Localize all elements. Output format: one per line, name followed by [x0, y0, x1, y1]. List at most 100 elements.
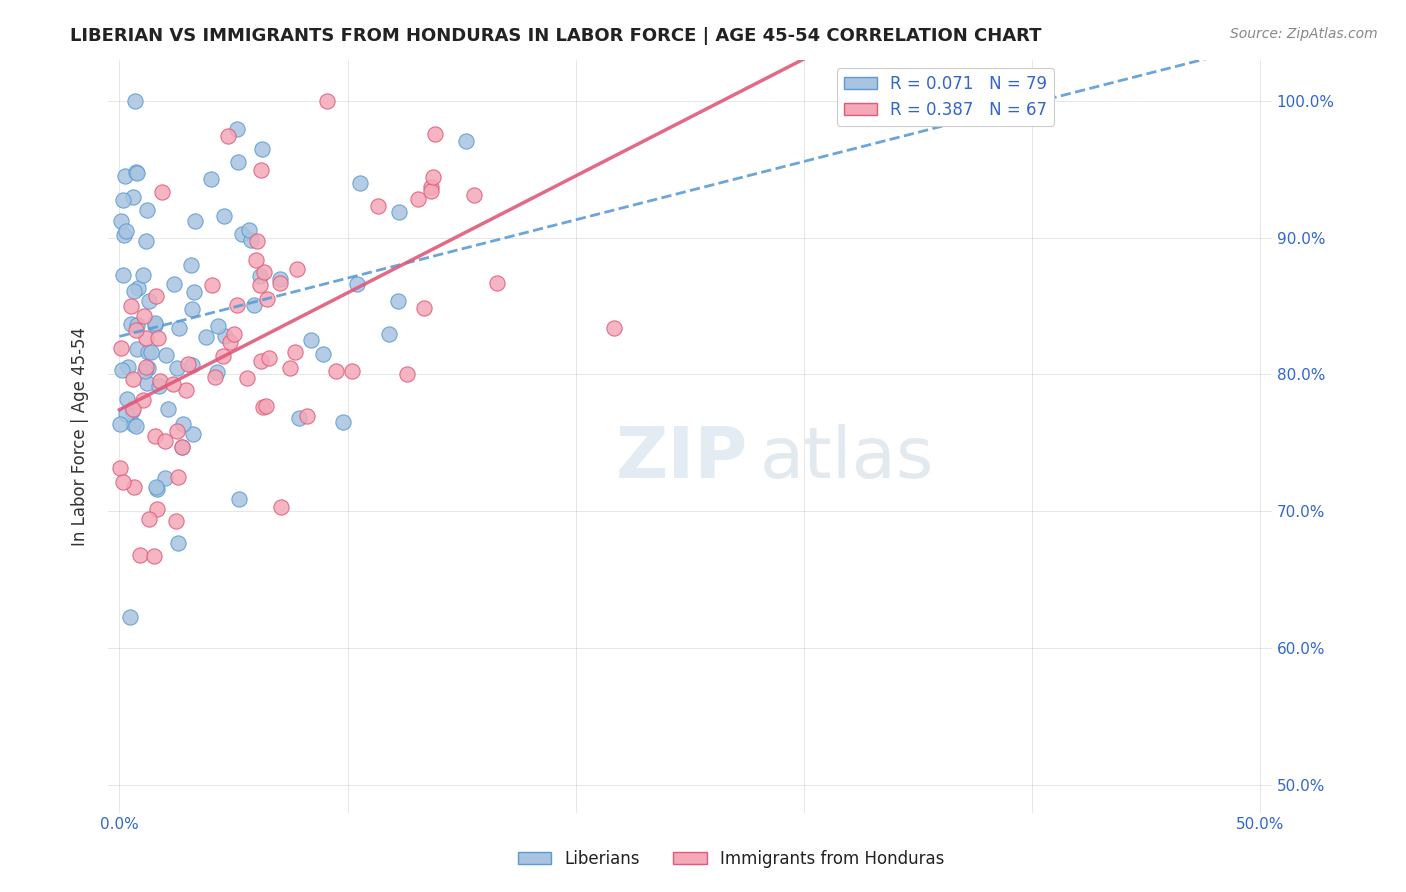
Point	[143, 429, 166, 443]
Point	[249, 268, 271, 283]
Point	[125, 318, 148, 332]
Point	[269, 272, 291, 286]
Point	[112, 268, 135, 282]
Point	[166, 361, 188, 376]
Point	[127, 342, 149, 356]
Point	[155, 348, 177, 362]
Point	[125, 165, 148, 179]
Point	[346, 277, 368, 292]
Point	[269, 276, 291, 290]
Point	[143, 549, 166, 563]
Point	[135, 234, 157, 248]
Point	[153, 434, 176, 448]
Point	[115, 392, 138, 406]
Point	[250, 353, 273, 368]
Point	[114, 224, 136, 238]
Point	[249, 278, 271, 293]
Point	[135, 360, 157, 375]
Point	[454, 134, 477, 148]
Point	[349, 176, 371, 190]
Point	[252, 400, 274, 414]
Text: ZIP: ZIP	[616, 425, 748, 493]
Point	[246, 234, 269, 248]
Point	[136, 376, 159, 390]
Point	[224, 326, 246, 341]
Text: Source: ZipAtlas.com: Source: ZipAtlas.com	[1230, 27, 1378, 41]
Point	[146, 331, 169, 345]
Point	[181, 301, 204, 316]
Y-axis label: In Labor Force | Age 45-54: In Labor Force | Age 45-54	[72, 326, 89, 546]
Point	[139, 345, 162, 359]
Point	[195, 330, 218, 344]
Point	[150, 185, 173, 199]
Point	[172, 417, 194, 432]
Point	[254, 399, 277, 413]
Point	[207, 364, 229, 378]
Point	[121, 372, 143, 386]
Point	[406, 192, 429, 206]
Point	[124, 285, 146, 299]
Point	[114, 169, 136, 184]
Point	[284, 344, 307, 359]
Legend: Liberians, Immigrants from Honduras: Liberians, Immigrants from Honduras	[512, 844, 950, 875]
Point	[110, 213, 132, 227]
Point	[340, 364, 363, 378]
Point	[367, 199, 389, 213]
Point	[217, 129, 239, 144]
Point	[145, 288, 167, 302]
Point	[127, 166, 149, 180]
Point	[243, 298, 266, 312]
Point	[114, 408, 136, 422]
Point	[135, 331, 157, 345]
Point	[285, 262, 308, 277]
Point	[132, 392, 155, 407]
Point	[138, 293, 160, 308]
Point	[312, 347, 335, 361]
Point	[603, 321, 626, 335]
Point	[245, 253, 267, 268]
Point	[112, 193, 135, 207]
Point	[162, 377, 184, 392]
Point	[134, 364, 156, 378]
Point	[148, 379, 170, 393]
Point	[181, 426, 204, 441]
Point	[201, 277, 224, 292]
Point	[138, 361, 160, 376]
Point	[163, 277, 186, 291]
Point	[181, 358, 204, 372]
Point	[231, 227, 253, 241]
Text: atlas: atlas	[759, 425, 934, 493]
Point	[226, 298, 249, 312]
Point	[143, 316, 166, 330]
Point	[108, 460, 131, 475]
Point	[132, 268, 155, 283]
Point	[165, 514, 187, 528]
Point	[146, 502, 169, 516]
Point	[278, 360, 301, 375]
Point	[172, 441, 194, 455]
Point	[250, 162, 273, 177]
Point	[377, 327, 399, 342]
Legend: R = 0.071   N = 79, R = 0.387   N = 67: R = 0.071 N = 79, R = 0.387 N = 67	[837, 68, 1054, 126]
Point	[167, 470, 190, 484]
Point	[463, 188, 485, 202]
Point	[256, 292, 278, 306]
Point	[143, 318, 166, 332]
Point	[122, 402, 145, 417]
Point	[135, 203, 157, 218]
Point	[145, 480, 167, 494]
Point	[153, 471, 176, 485]
Point	[257, 351, 280, 365]
Point	[124, 419, 146, 434]
Point	[110, 341, 132, 355]
Point	[170, 440, 193, 454]
Point	[228, 491, 250, 506]
Point	[425, 128, 447, 142]
Text: LIBERIAN VS IMMIGRANTS FROM HONDURAS IN LABOR FORCE | AGE 45-54 CORRELATION CHAR: LIBERIAN VS IMMIGRANTS FROM HONDURAS IN …	[70, 27, 1042, 45]
Point	[387, 294, 409, 309]
Point	[117, 359, 139, 374]
Point	[253, 265, 276, 279]
Point	[204, 370, 226, 384]
Point	[127, 281, 149, 295]
Point	[128, 548, 150, 562]
